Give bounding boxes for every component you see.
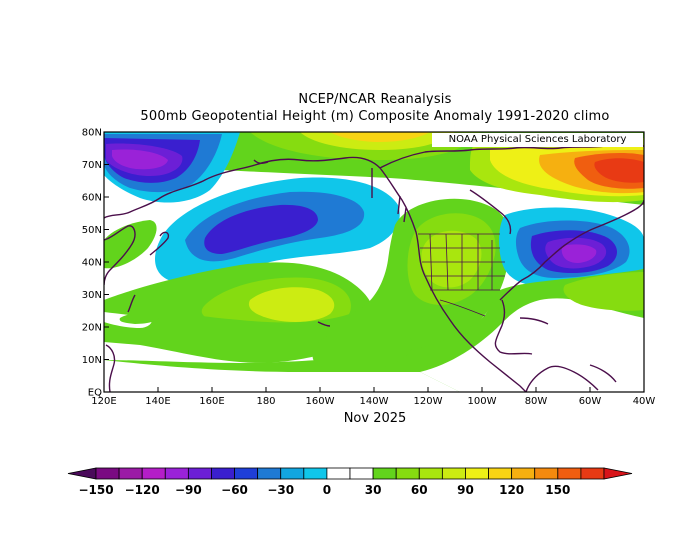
- lat-tick-label: 10N: [82, 355, 102, 366]
- colorbar-label: 0: [323, 483, 331, 497]
- lon-tick-label: 180: [256, 396, 275, 407]
- lon-tick-label: 60W: [579, 396, 602, 407]
- latitude-axis: EQ 10N 20N 30N 40N 50N 60N 70N 80N: [82, 128, 109, 399]
- colorbar-label: 90: [457, 483, 474, 497]
- credit-label: NOAA Physical Sciences Laboratory: [432, 133, 643, 147]
- colorbar-cell: [372, 467, 397, 480]
- lon-tick-label: 80W: [525, 396, 548, 407]
- colorbar-low-arrow: [67, 467, 97, 480]
- lat-tick-label: 70N: [82, 160, 102, 171]
- lon-tick-label: 160W: [306, 396, 335, 407]
- period-label: Nov 2025: [343, 411, 407, 426]
- colorbar-cell: [511, 467, 536, 480]
- colorbar-cell: [95, 467, 120, 480]
- lon-tick-label: 120W: [414, 396, 443, 407]
- longitude-axis: 120E 140E 160E 180 160W 140W 120W 100W 80W 60W 40W: [91, 387, 655, 407]
- colorbar-cell: [303, 467, 328, 480]
- lon-tick-label: 140E: [145, 396, 170, 407]
- state-borders: [418, 233, 505, 317]
- lon-tick-label: 160E: [199, 396, 224, 407]
- colorbar-cell: [418, 467, 443, 480]
- colorbar-high-arrow: [603, 467, 633, 480]
- colorbar-cell: [141, 467, 166, 480]
- lon-tick-label: 140W: [360, 396, 389, 407]
- colorbar-label: −60: [221, 483, 248, 497]
- colorbar-cell: [395, 467, 420, 480]
- colorbar-cell: [441, 467, 466, 480]
- colorbar-cell: [164, 467, 189, 480]
- lat-tick-label: 50N: [82, 225, 102, 236]
- lat-tick-label: EQ: [88, 388, 102, 399]
- lat-tick-label: 80N: [82, 128, 102, 139]
- lon-tick-label: 40W: [633, 396, 656, 407]
- chart-title: NCEP/NCAR Reanalysis: [298, 92, 452, 107]
- coastlines: [104, 144, 644, 392]
- colorbar-cell: [280, 467, 305, 480]
- colorbar-label: 60: [411, 483, 428, 497]
- colorbar-cell: [557, 467, 582, 480]
- lon-tick-label: 100W: [468, 396, 497, 407]
- colorbar-label: −90: [175, 483, 202, 497]
- colorbar-cell: [234, 467, 259, 480]
- lat-tick-label: 60N: [82, 193, 102, 204]
- colorbar-cell: [580, 467, 605, 480]
- lat-tick-label: 20N: [82, 323, 102, 334]
- colorbar-label: 30: [365, 483, 382, 497]
- colorbar-cell: [257, 467, 282, 480]
- colorbar-cell: [534, 467, 559, 480]
- colorbar-cell: [211, 467, 235, 480]
- colorbar-label: −120: [125, 483, 160, 497]
- colorbar-cell: [465, 467, 489, 480]
- chart-subtitle: 500mb Geopotential Height (m) Composite …: [140, 109, 610, 124]
- colorbar-label: −150: [78, 483, 113, 497]
- anomaly-field: [104, 132, 644, 392]
- colorbar-cell: [349, 467, 374, 480]
- lon-tick-label: 120E: [91, 396, 116, 407]
- colorbar-cell: [326, 467, 351, 480]
- colorbar-cell: [118, 467, 143, 480]
- colorbar-label: −30: [267, 483, 294, 497]
- lat-tick-label: 30N: [82, 290, 102, 301]
- colorbar-cell: [488, 467, 513, 480]
- colorbar-label: 150: [545, 483, 570, 497]
- lat-tick-label: 40N: [82, 258, 102, 269]
- colorbar-label: 120: [499, 483, 524, 497]
- colorbar-cell: [187, 467, 212, 480]
